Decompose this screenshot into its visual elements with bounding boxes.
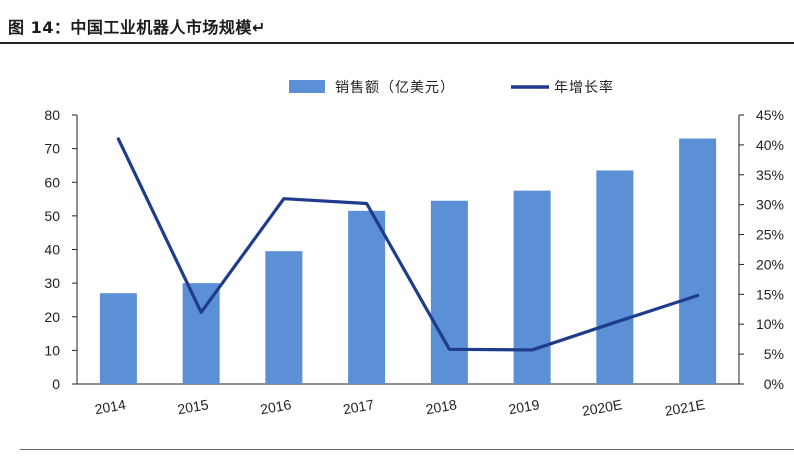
bar	[182, 283, 220, 384]
bar	[596, 170, 634, 384]
right-tick-label: 30%	[756, 197, 784, 213]
bar	[430, 200, 468, 384]
right-tick-label: 5%	[764, 346, 784, 362]
left-tick-label: 60	[44, 174, 60, 190]
growth-point	[448, 348, 450, 350]
bar	[679, 138, 717, 384]
bar	[265, 251, 303, 384]
x-tick-label: 2018	[424, 396, 458, 417]
growth-point	[117, 138, 119, 140]
legend-bar-label: 销售额（亿美元）	[335, 80, 455, 96]
left-tick-label: 40	[44, 242, 60, 258]
right-tick-label: 0%	[764, 376, 784, 392]
bar	[513, 190, 551, 384]
left-tick-label: 20	[44, 309, 60, 325]
x-tick-label: 2020E	[581, 396, 624, 419]
growth-line	[116, 137, 700, 352]
right-tick-label: 15%	[756, 286, 784, 302]
bar	[348, 210, 386, 384]
growth-point	[366, 202, 368, 204]
tick-labels: 0 10 20 30 40 50 60 70 80 0% 5% 10% 15% 20% 25% 30% 35% 4…	[44, 107, 784, 419]
title-divider	[0, 42, 794, 44]
right-tick-label: 40%	[756, 137, 784, 153]
growth-point	[283, 198, 285, 200]
x-tick-label: 2014	[93, 396, 127, 417]
growth-point	[200, 311, 202, 313]
bars	[99, 138, 717, 384]
x-tick-label: 2019	[507, 396, 541, 417]
figure-title: 图 14：中国工业机器人市场规模↵	[8, 18, 266, 37]
growth-line-path	[116, 137, 700, 352]
legend-line-label: 年增长率	[554, 79, 614, 96]
x-tick-label: 2017	[342, 396, 376, 417]
right-tick-label: 10%	[756, 316, 784, 332]
left-tick-label: 80	[44, 107, 60, 123]
right-tick-label: 35%	[756, 167, 784, 183]
left-tick-label: 50	[44, 208, 60, 224]
right-tick-label: 25%	[756, 227, 784, 243]
right-tick-label: 45%	[756, 107, 784, 123]
left-tick-label: 0	[52, 376, 60, 392]
left-tick-label: 10	[44, 342, 60, 358]
legend-bar-swatch	[289, 80, 325, 93]
legend: 销售额（亿美元） 年增长率	[289, 79, 614, 96]
left-tick-label: 70	[44, 141, 60, 157]
x-tick-label: 2016	[259, 396, 293, 417]
bottom-divider	[20, 449, 794, 450]
x-tick-label: 2021E	[663, 396, 706, 419]
left-tick-label: 30	[44, 275, 60, 291]
x-tick-label: 2015	[176, 396, 210, 417]
right-tick-label: 20%	[756, 256, 784, 272]
growth-point	[697, 295, 699, 297]
bar	[99, 293, 137, 384]
growth-point	[614, 321, 616, 323]
growth-point	[531, 349, 533, 351]
